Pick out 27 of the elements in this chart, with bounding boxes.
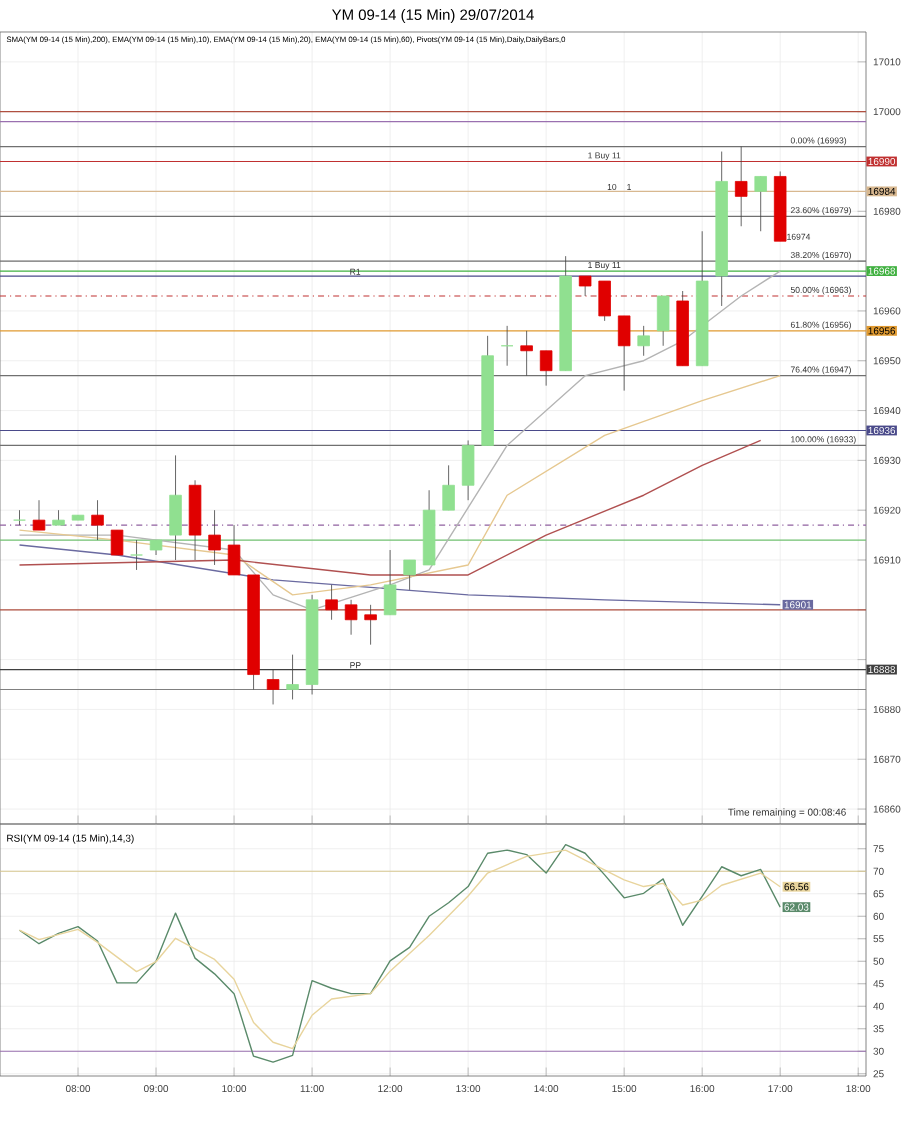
candlestick bbox=[130, 539, 143, 571]
candlestick bbox=[598, 280, 611, 322]
candlestick bbox=[637, 325, 650, 357]
candlestick bbox=[520, 330, 533, 377]
candlestick bbox=[754, 176, 767, 232]
candlestick bbox=[344, 599, 358, 636]
candlestick bbox=[32, 499, 46, 531]
candlestick bbox=[539, 350, 553, 387]
candlestick bbox=[364, 604, 377, 646]
candlestick bbox=[169, 454, 182, 561]
candlestick bbox=[500, 325, 514, 367]
candlestick bbox=[461, 440, 475, 501]
candlestick bbox=[442, 464, 455, 511]
line-series bbox=[18, 439, 762, 576]
candlestick bbox=[208, 509, 221, 566]
candlestick bbox=[578, 275, 592, 297]
candlestick bbox=[617, 315, 631, 392]
candlestick bbox=[734, 146, 748, 227]
candlestick bbox=[91, 499, 104, 541]
candlestick bbox=[403, 559, 416, 591]
candlestick bbox=[13, 509, 26, 526]
candlestick bbox=[110, 529, 124, 556]
line-series bbox=[18, 374, 781, 596]
candlestick bbox=[656, 295, 670, 347]
candlestick bbox=[325, 584, 338, 621]
candlestick bbox=[383, 549, 397, 616]
candlestick bbox=[227, 524, 241, 576]
